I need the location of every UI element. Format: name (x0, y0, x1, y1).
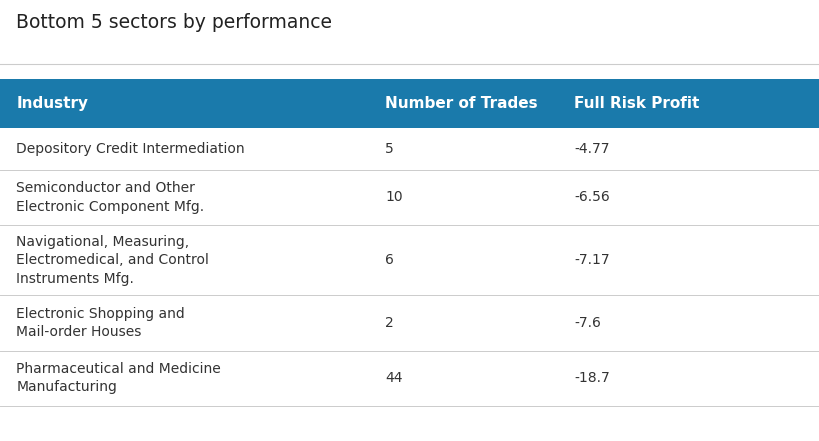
Text: Navigational, Measuring,
Electromedical, and Control
Instruments Mfg.: Navigational, Measuring, Electromedical,… (16, 235, 209, 286)
Text: Full Risk Profit: Full Risk Profit (573, 96, 699, 111)
Text: 2: 2 (385, 316, 394, 330)
Text: -18.7: -18.7 (573, 371, 609, 385)
Text: -4.77: -4.77 (573, 142, 609, 156)
Text: Depository Credit Intermediation: Depository Credit Intermediation (16, 142, 245, 156)
Text: 44: 44 (385, 371, 402, 385)
Text: Industry: Industry (16, 96, 88, 111)
Text: Number of Trades: Number of Trades (385, 96, 537, 111)
FancyBboxPatch shape (0, 79, 819, 128)
Text: -7.17: -7.17 (573, 253, 609, 267)
Text: Bottom 5 sectors by performance: Bottom 5 sectors by performance (16, 13, 332, 32)
Text: 10: 10 (385, 191, 402, 204)
Text: Pharmaceutical and Medicine
Manufacturing: Pharmaceutical and Medicine Manufacturin… (16, 362, 221, 394)
Text: Semiconductor and Other
Electronic Component Mfg.: Semiconductor and Other Electronic Compo… (16, 181, 204, 213)
Text: -7.6: -7.6 (573, 316, 600, 330)
Text: -6.56: -6.56 (573, 191, 609, 204)
Text: Electronic Shopping and
Mail-order Houses: Electronic Shopping and Mail-order House… (16, 307, 185, 339)
Text: 5: 5 (385, 142, 394, 156)
Text: 6: 6 (385, 253, 394, 267)
